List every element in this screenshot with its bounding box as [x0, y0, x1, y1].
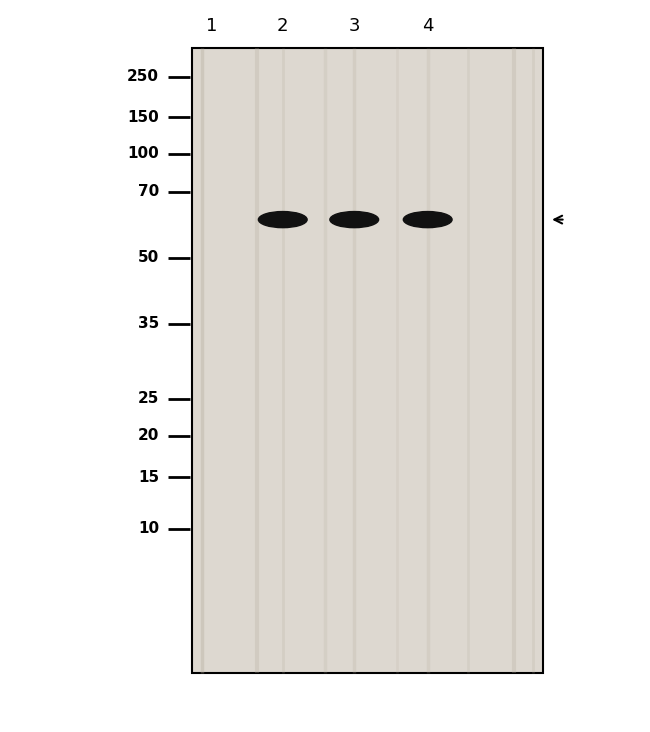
Text: 20: 20 — [138, 428, 159, 443]
Text: 15: 15 — [138, 470, 159, 485]
Text: 50: 50 — [138, 250, 159, 265]
Text: 4: 4 — [422, 17, 434, 34]
Text: 70: 70 — [138, 184, 159, 199]
Text: 100: 100 — [127, 146, 159, 161]
Ellipse shape — [330, 212, 378, 228]
Text: 3: 3 — [348, 17, 360, 34]
Bar — [192, 48, 543, 673]
Text: 250: 250 — [127, 70, 159, 84]
Text: 150: 150 — [127, 110, 159, 124]
Ellipse shape — [259, 212, 307, 228]
Text: 1: 1 — [205, 17, 217, 34]
Text: 35: 35 — [138, 316, 159, 331]
Text: 10: 10 — [138, 521, 159, 536]
Text: 2: 2 — [277, 17, 289, 34]
Text: 25: 25 — [138, 392, 159, 406]
Ellipse shape — [403, 212, 452, 228]
